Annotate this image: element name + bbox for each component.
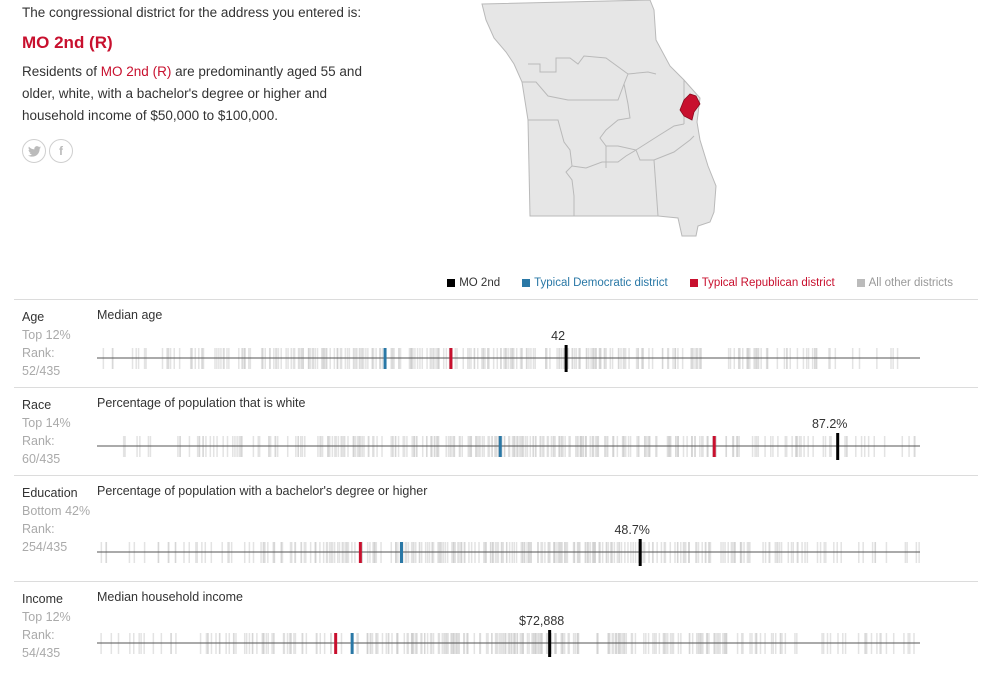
strip-plot: 42 [97, 329, 920, 372]
rank-percentile: Top 12% [22, 328, 71, 342]
legend-label: MO 2nd [459, 277, 501, 289]
chart-legend: MO 2nd Typical Democratic district Typical… [447, 277, 953, 289]
rank-label: Rank: [22, 628, 55, 642]
row-education: Education Bottom 42% Rank: 254/435 Percentag… [14, 475, 978, 581]
desc-before: Residents of [22, 64, 101, 79]
share-buttons: f [22, 139, 362, 163]
legend-item: Typical Democratic district [522, 277, 668, 289]
row-stat: Income Top 12% Rank: 54/435 [22, 590, 92, 662]
stat-name: Race [22, 398, 52, 412]
row-stat: Age Top 12% Rank: 52/435 [22, 308, 92, 380]
legend-label: Typical Republican district [701, 277, 835, 289]
row-race: Race Top 14% Rank: 60/435 Percentage of popu… [14, 387, 978, 475]
rank-percentile: Top 12% [22, 610, 71, 624]
map-state-outline [481, 0, 717, 237]
legend-swatch [447, 279, 456, 287]
strip-plot: 48.7% [97, 523, 920, 566]
stat-name: Age [22, 310, 45, 324]
rank-label: Rank: [22, 434, 55, 448]
twitter-icon[interactable] [22, 139, 46, 163]
stat-name: Education [22, 486, 78, 500]
rank-percentile: Bottom 42% [22, 504, 91, 518]
desc-highlight[interactable]: MO 2nd (R) [100, 64, 172, 79]
stat-name: Income [22, 592, 63, 606]
strip-plot: $72,888 [97, 614, 920, 657]
rank-value: 60/435 [22, 452, 61, 466]
intro-panel: The congressional district for the addre… [22, 0, 362, 163]
row-stat: Education Bottom 42% Rank: 254/435 [22, 484, 92, 556]
district-value-label: 87.2% [812, 417, 847, 431]
metric-title: Percentage of population that is white [97, 396, 306, 410]
intro-lead: The congressional district for the addre… [22, 5, 362, 20]
rank-percentile: Top 14% [22, 416, 71, 430]
legend-label: Typical Democratic district [534, 277, 668, 289]
row-income: Income Top 12% Rank: 54/435 Median household… [14, 581, 978, 672]
metric-title: Median household income [97, 590, 243, 604]
district-description: Residents of MO 2nd (R) are predominantl… [22, 61, 362, 127]
legend-label: All other districts [868, 277, 953, 289]
row-age: Age Top 12% Rank: 52/435 Median age 42 [14, 299, 978, 387]
rank-label: Rank: [22, 346, 55, 360]
row-stat: Race Top 14% Rank: 60/435 [22, 396, 92, 468]
rank-value: 52/435 [22, 364, 61, 378]
rank-label: Rank: [22, 522, 55, 536]
metric-title: Percentage of population with a bachelor… [97, 484, 428, 498]
strip-plot: 87.2% [97, 417, 920, 460]
facebook-icon[interactable]: f [49, 139, 73, 163]
legend-item: MO 2nd [447, 277, 500, 289]
legend-swatch [856, 279, 865, 287]
legend-item: All other districts [856, 277, 953, 289]
district-name: MO 2nd (R) [22, 33, 113, 52]
map-highlighted-district[interactable] [679, 93, 701, 121]
rank-value: 254/435 [22, 540, 68, 554]
district-value-label: $72,888 [519, 614, 564, 628]
comparison-rows: Age Top 12% Rank: 52/435 Median age 42 Race Top… [14, 299, 978, 672]
legend-swatch [689, 279, 698, 287]
desc-after: are predominantly aged 55 and older, whi… [22, 64, 362, 123]
rank-value: 54/435 [22, 646, 61, 660]
district-value-label: 48.7% [614, 523, 649, 537]
metric-title: Median age [97, 308, 163, 322]
legend-swatch [522, 279, 531, 287]
missouri-district-map [481, 0, 717, 237]
legend-item: Typical Republican district [689, 277, 835, 289]
district-value-label: 42 [551, 329, 565, 343]
